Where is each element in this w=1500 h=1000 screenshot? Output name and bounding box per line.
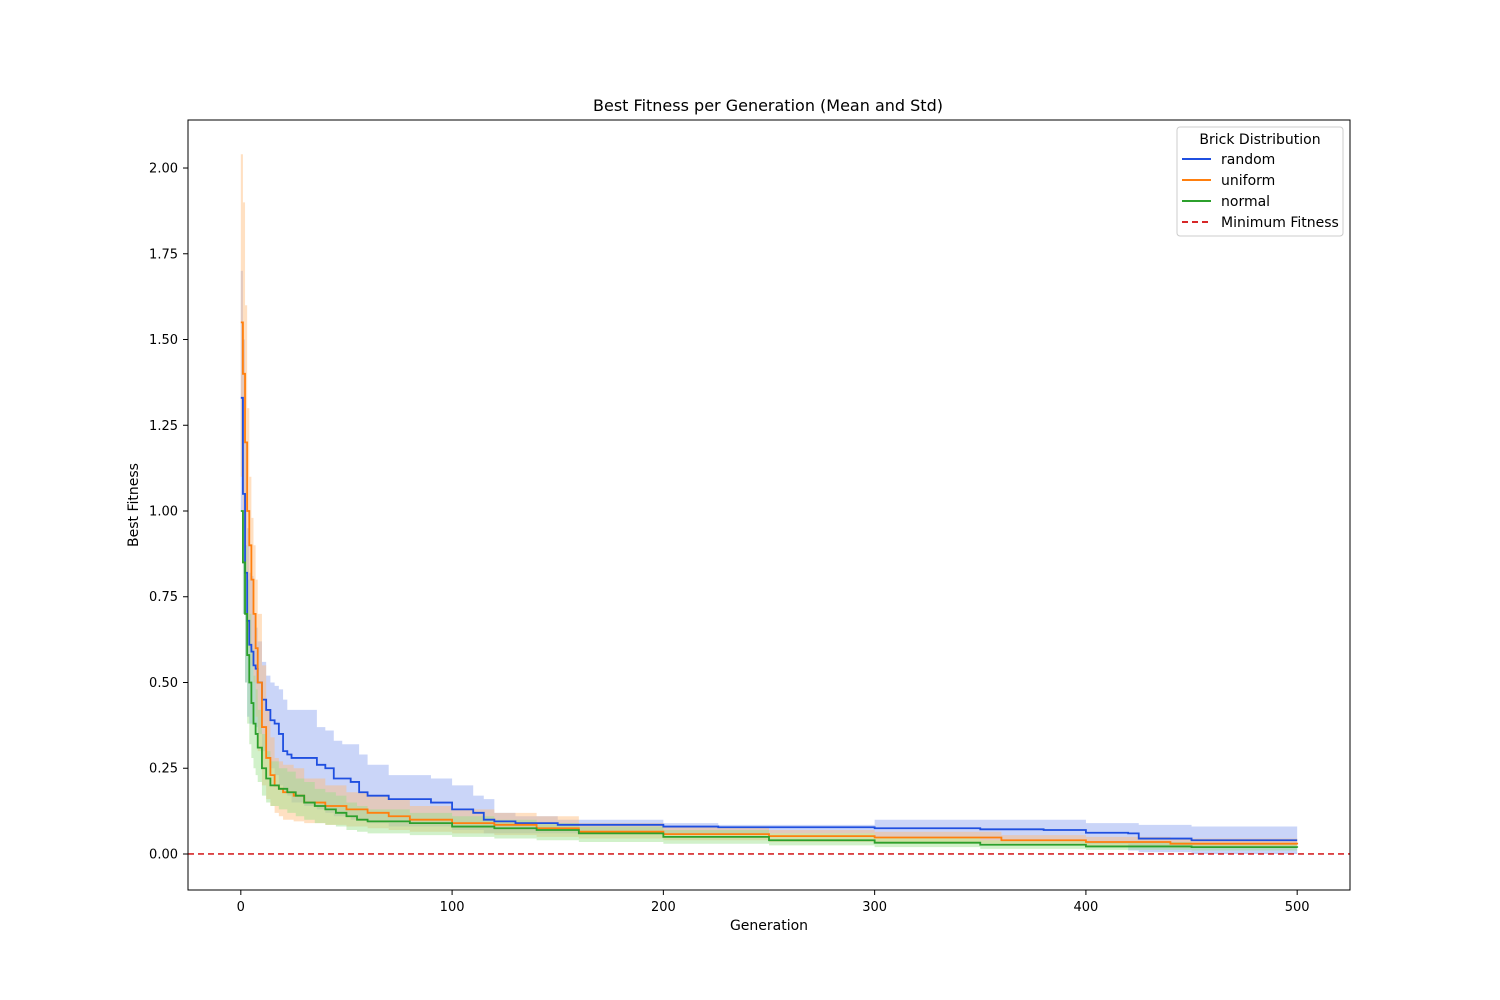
y-tick-label: 0.00 (149, 847, 178, 862)
legend-label-minimum-fitness: Minimum Fitness (1221, 215, 1339, 231)
legend-label-uniform: uniform (1221, 173, 1275, 189)
y-tick-label: 0.50 (149, 676, 178, 691)
y-tick-label: 1.25 (149, 419, 178, 434)
y-axis-label: Best Fitness (126, 463, 142, 547)
y-tick-label: 2.00 (149, 162, 178, 177)
legend: Brick Distribution random uniform normal… (1177, 127, 1343, 236)
y-tick-label: 0.25 (149, 762, 178, 777)
x-tick-label: 400 (1073, 900, 1098, 915)
y-tick-label: 0.75 (149, 590, 178, 605)
x-tick-label: 300 (862, 900, 887, 915)
y-tick-label: 1.50 (149, 333, 178, 348)
x-tick-label: 500 (1285, 900, 1310, 915)
x-tick-label: 0 (237, 900, 245, 915)
legend-label-normal: normal (1221, 194, 1270, 210)
chart-title: Best Fitness per Generation (Mean and St… (593, 96, 943, 115)
x-tick-label: 100 (440, 900, 465, 915)
legend-title: Brick Distribution (1199, 132, 1320, 148)
y-tick-label: 1.75 (149, 247, 178, 262)
legend-label-random: random (1221, 152, 1275, 168)
x-axis-label: Generation (730, 918, 808, 934)
x-tick-label: 200 (651, 900, 676, 915)
y-tick-label: 1.00 (149, 505, 178, 520)
